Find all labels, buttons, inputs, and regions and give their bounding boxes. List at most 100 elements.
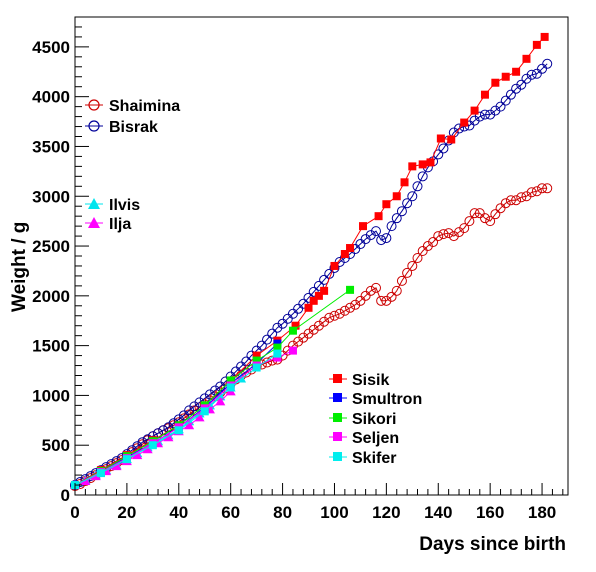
series-layer <box>70 32 553 492</box>
data-point <box>386 221 397 232</box>
data-point <box>511 195 522 206</box>
data-point <box>531 68 542 79</box>
data-point <box>345 302 356 313</box>
legend-label-sikori: Sikori <box>352 411 396 428</box>
data-point <box>142 444 153 454</box>
y-tick-label: 1500 <box>32 337 70 356</box>
data-point <box>309 296 318 305</box>
y-tick-label: 0 <box>61 486 70 505</box>
legend-label-skifer: Skifer <box>352 450 396 467</box>
data-point <box>374 212 383 221</box>
data-point <box>391 285 402 296</box>
data-point <box>339 305 350 316</box>
data-point <box>215 391 226 401</box>
axes-layer: 0 20 40 60 80 100 120 140 160 180 0 500 1000 1500 2000… <box>32 16 564 522</box>
legend-upper-left: Ilvis Ilja <box>85 197 140 233</box>
data-point <box>516 192 527 203</box>
data-point <box>226 383 235 392</box>
data-point <box>516 79 527 90</box>
data-point <box>407 191 418 202</box>
legend-marker-skifer <box>333 452 342 461</box>
legend-marker-smultron <box>333 393 342 402</box>
data-point <box>96 469 105 478</box>
legend-label-ilvis: Ilvis <box>109 197 140 214</box>
data-point <box>412 252 423 263</box>
data-point <box>330 261 339 270</box>
data-point <box>267 328 278 339</box>
data-point <box>287 308 298 319</box>
data-point <box>490 209 501 220</box>
data-point <box>438 143 449 154</box>
legend-label-seljen: Seljen <box>352 430 399 447</box>
data-point <box>346 285 355 294</box>
data-point <box>194 412 205 422</box>
data-point <box>122 455 131 464</box>
data-point <box>474 208 485 219</box>
data-point <box>537 63 548 74</box>
x-tick-label: 140 <box>424 503 452 522</box>
data-point <box>400 178 409 187</box>
legend-label-ilja: Ilja <box>109 216 131 233</box>
data-point <box>111 461 122 471</box>
data-point <box>412 181 423 192</box>
data-point <box>360 290 371 301</box>
legend-marker-ilja <box>88 217 100 228</box>
data-point <box>479 109 490 120</box>
data-point <box>426 158 435 167</box>
data-point <box>324 312 335 323</box>
data-point <box>304 303 313 312</box>
data-point <box>417 246 428 257</box>
data-point <box>174 426 183 435</box>
data-point <box>438 229 449 240</box>
x-tick-label: 120 <box>372 503 400 522</box>
data-point <box>252 351 261 360</box>
data-point <box>252 356 261 365</box>
x-tick-label: 60 <box>221 503 240 522</box>
x-tick-label: 80 <box>273 503 292 522</box>
data-point <box>495 101 506 112</box>
data-point <box>184 420 195 430</box>
data-point <box>501 72 510 81</box>
data-point <box>329 310 340 321</box>
data-point <box>491 78 500 87</box>
data-point <box>500 198 511 209</box>
data-point <box>391 213 402 224</box>
x-tick-label: 100 <box>320 503 348 522</box>
data-point <box>540 32 549 41</box>
data-point <box>262 334 273 345</box>
data-point <box>334 308 345 319</box>
data-point <box>470 106 479 115</box>
data-point <box>500 95 511 106</box>
data-point <box>392 192 401 201</box>
data-point <box>355 239 366 250</box>
data-point <box>512 67 521 76</box>
series-shaimina <box>70 183 553 492</box>
data-point <box>542 183 553 194</box>
data-point <box>428 237 439 248</box>
legend-label-smultron: Smultron <box>352 391 422 408</box>
data-point <box>376 295 387 306</box>
data-point <box>480 90 489 99</box>
y-axis-title: Weight / g <box>9 222 30 312</box>
data-point <box>291 321 300 330</box>
data-point <box>355 295 366 306</box>
data-point <box>407 260 418 271</box>
y-tick-label: 500 <box>42 436 70 455</box>
data-point <box>273 349 282 358</box>
data-point <box>262 357 273 368</box>
data-point <box>436 134 445 143</box>
data-point <box>485 216 496 227</box>
series-line <box>74 350 294 486</box>
data-point <box>459 223 470 234</box>
legend-label-shaimina: Shaimina <box>109 98 180 115</box>
legend-marker-bisrak <box>88 120 100 132</box>
data-point <box>365 285 376 296</box>
legend-top-left: Shaimina Bisrak <box>85 98 180 136</box>
x-tick-label: 160 <box>476 503 504 522</box>
y-tick-label: 2000 <box>32 287 70 306</box>
y-tick-label: 3500 <box>32 137 70 156</box>
data-point <box>418 160 427 169</box>
data-point <box>505 89 516 100</box>
x-tick-label: 180 <box>528 503 556 522</box>
